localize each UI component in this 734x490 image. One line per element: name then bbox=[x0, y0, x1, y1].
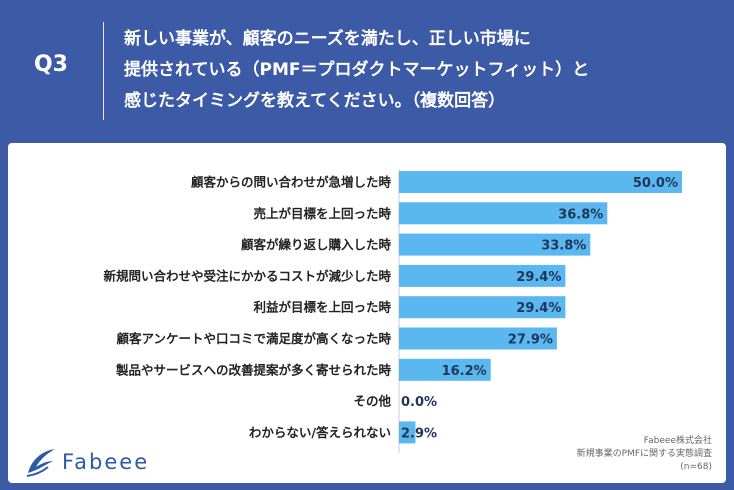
source-company: Fabeee株式会社 bbox=[643, 436, 712, 446]
category-label: 顧客が繰り返し購入した時 bbox=[241, 237, 392, 252]
category-label: 利益が目標を上回った時 bbox=[253, 300, 391, 315]
bar bbox=[399, 233, 591, 256]
bar bbox=[399, 171, 682, 193]
question-number: Q3 bbox=[33, 52, 68, 77]
question-header: Q3 新しい事業が、顧客のニーズを満たし、正しい市場に 提供されている（PMF＝… bbox=[0, 0, 734, 143]
bars-group: 顧客からの問い合わせが急増した時 50.0% 売上が目標を上回った時 36.8% 顧客が… bbox=[103, 171, 682, 444]
category-label: 製品やサービスへの改善提案が多く寄せられた時 bbox=[115, 362, 392, 377]
source-sample-size: (n=68) bbox=[680, 462, 712, 472]
category-label: 顧客からの問い合わせが急増した時 bbox=[191, 175, 392, 190]
category-label: その他 bbox=[353, 394, 391, 409]
value-label: 29.4% bbox=[516, 270, 561, 285]
source-survey: 新規事業のPMFに関する実態調査 bbox=[576, 449, 712, 459]
value-label: 36.8% bbox=[558, 207, 603, 222]
value-label: 33.8% bbox=[541, 239, 586, 254]
fabeee-logo: Fabeee bbox=[24, 445, 154, 481]
fabeee-logo-text: Fabeee bbox=[62, 450, 150, 474]
bar bbox=[399, 296, 566, 319]
category-label: 売上が目標を上回った時 bbox=[253, 206, 391, 221]
header-divider bbox=[103, 22, 104, 120]
bar bbox=[399, 358, 491, 381]
bar bbox=[399, 421, 416, 444]
bar bbox=[399, 327, 557, 350]
bar bbox=[399, 202, 608, 225]
question-text: 新しい事業が、顧客のニーズを満たし、正しい市場に 提供されている（PMF＝プロダ… bbox=[124, 29, 590, 111]
value-label: 27.9% bbox=[508, 333, 553, 348]
value-label: 0.0% bbox=[401, 395, 437, 410]
value-label: 2.9% bbox=[401, 426, 437, 441]
source-note: Fabeee株式会社 新規事業のPMFに関する実態調査 (n=68) bbox=[492, 435, 712, 474]
value-label: 29.4% bbox=[516, 301, 561, 316]
category-label: 新規問い合わせや受注にかかるコストが減少した時 bbox=[103, 268, 391, 283]
value-label: 16.2% bbox=[442, 364, 487, 379]
fabeee-logo-icon bbox=[26, 449, 55, 477]
category-label: 顧客アンケートや口コミで満足度が高くなった時 bbox=[116, 331, 391, 346]
bar-chart: 顧客からの問い合わせが急増した時 50.0% 売上が目標を上回った時 36.8% 顧客が… bbox=[103, 169, 682, 453]
bar bbox=[399, 264, 566, 287]
value-label: 50.0% bbox=[633, 176, 678, 191]
category-label: わからない/答えられない bbox=[249, 425, 391, 440]
chart-panel: 顧客からの問い合わせが急増した時 50.0% 売上が目標を上回った時 36.8% 顧客が… bbox=[8, 143, 726, 483]
